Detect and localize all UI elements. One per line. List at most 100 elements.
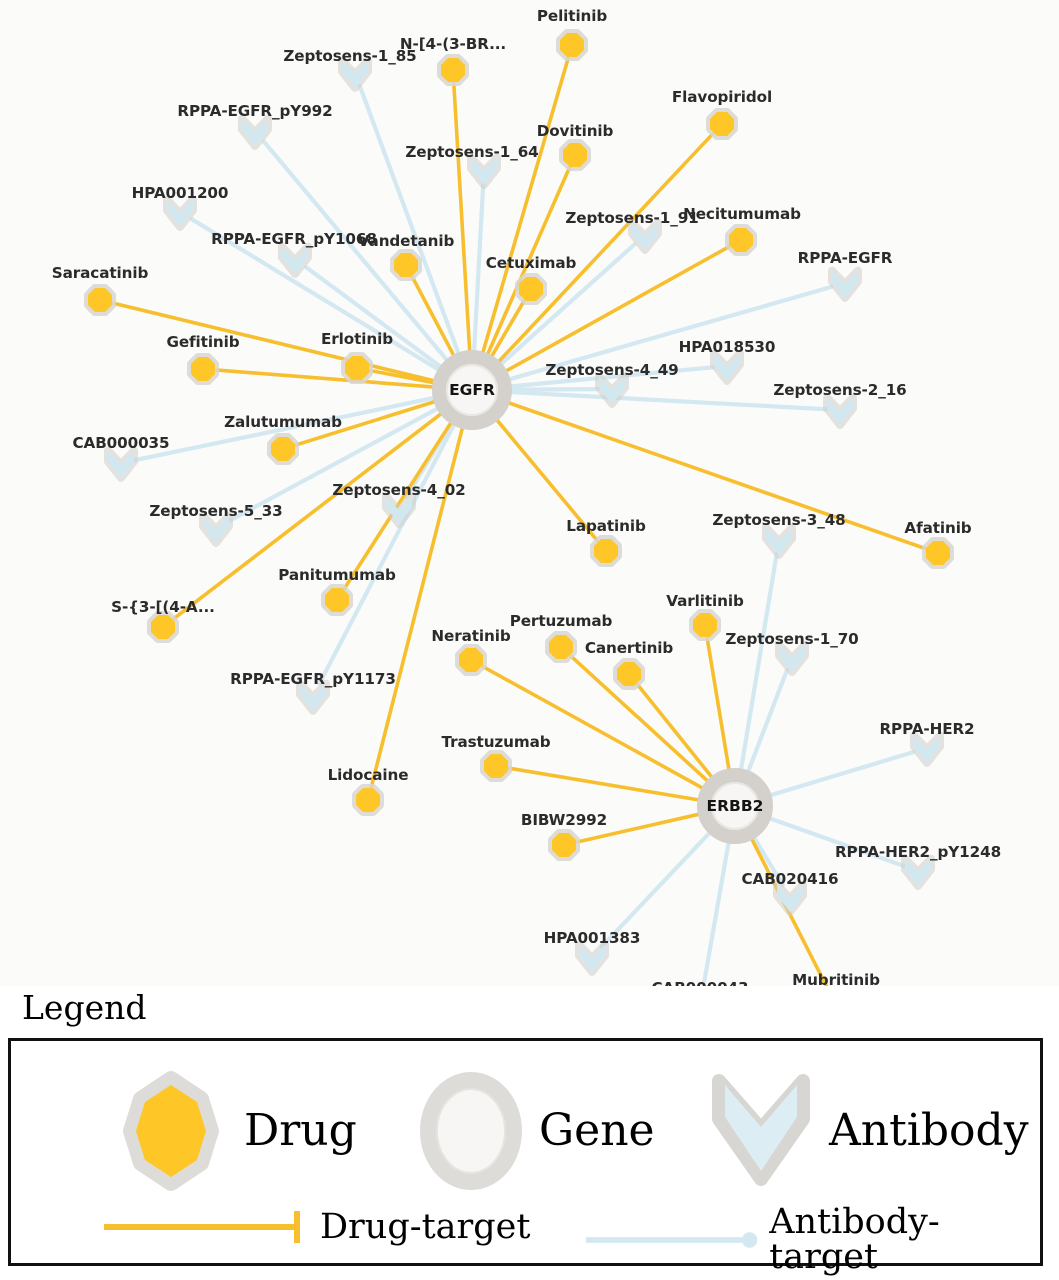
antibody-target-edge[interactable]	[226, 404, 443, 524]
legend-panel: Legend Drug Gene	[0, 986, 1059, 1280]
drug-target-edge[interactable]	[452, 82, 472, 356]
drug-node-halo	[590, 535, 622, 567]
drug-node[interactable]	[190, 356, 216, 382]
antibody-target-edge[interactable]	[317, 419, 458, 686]
legend-box: Drug Gene Antibody	[8, 1038, 1043, 1275]
drug-node[interactable]	[559, 32, 585, 58]
drug-node-halo	[455, 644, 487, 676]
antibody-target-edge[interactable]	[599, 828, 714, 949]
drug-node[interactable]	[483, 753, 509, 779]
drug-target-edge[interactable]	[410, 275, 457, 360]
drug-node[interactable]	[709, 111, 735, 137]
drug-target-edge[interactable]	[488, 299, 526, 361]
antibody-node[interactable]	[714, 353, 740, 381]
drug-target-edge[interactable]	[484, 166, 572, 359]
drug-target-edge[interactable]	[635, 683, 716, 782]
drug-target-edge[interactable]	[215, 368, 438, 389]
drug-node[interactable]	[548, 634, 574, 660]
antibody-node[interactable]	[832, 270, 858, 298]
drug-node[interactable]	[270, 436, 296, 462]
antibody-node[interactable]	[342, 60, 368, 88]
drug-target-edge[interactable]	[481, 664, 708, 792]
antibody-node[interactable]	[914, 735, 940, 763]
antibody-target-edge[interactable]	[738, 551, 779, 775]
drug-node[interactable]	[344, 355, 370, 381]
antibody-node[interactable]	[599, 376, 625, 404]
antibody-target-edge[interactable]	[357, 84, 462, 359]
drug-target-edge[interactable]	[480, 56, 570, 358]
antibody-target-edge[interactable]	[189, 217, 444, 374]
drug-node[interactable]	[616, 661, 642, 687]
legend-title: Legend	[22, 988, 147, 1027]
antibody-target-edge[interactable]	[304, 265, 446, 371]
antibody-node[interactable]	[471, 157, 497, 185]
legend-label-gene: Gene	[539, 1105, 655, 1156]
drug-node[interactable]	[728, 227, 754, 253]
antibody-node[interactable]	[827, 397, 853, 425]
antibody-node[interactable]	[203, 515, 229, 543]
antibody-node[interactable]	[282, 246, 308, 274]
nodes-layer	[84, 29, 954, 1000]
antibody-target-edge[interactable]	[504, 284, 834, 383]
drug-node[interactable]	[458, 647, 484, 673]
antibody-target-edge[interactable]	[745, 667, 790, 777]
drug-node[interactable]	[692, 612, 718, 638]
antibody-target-edge[interactable]	[505, 389, 829, 412]
antibody-target-edge[interactable]	[132, 395, 439, 463]
antibody-node[interactable]	[386, 496, 412, 524]
drug-node[interactable]	[593, 538, 619, 564]
drug-node[interactable]	[562, 142, 588, 168]
network-graph-svg[interactable]	[0, 0, 1059, 1000]
drug-target-edge[interactable]	[569, 654, 712, 785]
drug-target-edge[interactable]	[705, 637, 732, 775]
drug-node[interactable]	[440, 57, 466, 83]
antibody-node[interactable]	[632, 222, 658, 250]
legend-label-drug: Drug	[244, 1105, 357, 1156]
antibody-node[interactable]	[779, 644, 805, 672]
drug-target-edge[interactable]	[504, 400, 927, 551]
antibody-node[interactable]	[108, 450, 134, 478]
antibody-target-edge[interactable]	[764, 815, 907, 869]
antibody-target-edge[interactable]	[496, 242, 637, 369]
antibody-target-edge[interactable]	[765, 749, 916, 799]
edges-layer	[111, 56, 927, 995]
antibody-target-edge[interactable]	[505, 365, 716, 389]
antibody-target-edge[interactable]	[261, 139, 451, 365]
antibody-target-edge[interactable]	[505, 387, 601, 392]
drug-target-edge[interactable]	[369, 423, 465, 789]
drug-node[interactable]	[324, 587, 350, 613]
drug-target-edge[interactable]	[111, 301, 439, 384]
drug-target-edge[interactable]	[494, 132, 715, 366]
antibody-target-edge[interactable]	[750, 832, 785, 888]
drug-node[interactable]	[355, 787, 381, 813]
drug-node[interactable]	[87, 287, 113, 313]
antibody-target-edge[interactable]	[700, 837, 732, 995]
drug-target-edge[interactable]	[368, 368, 439, 386]
antibody-node[interactable]	[777, 884, 803, 912]
antibody-node[interactable]	[167, 199, 193, 227]
antibody-target-edge[interactable]	[471, 181, 486, 357]
drug-node[interactable]	[518, 276, 544, 302]
drug-node[interactable]	[393, 252, 419, 278]
drug-node[interactable]	[150, 614, 176, 640]
network-canvas[interactable]: Zeptosens-1_85 RPPA-EGFR_pY992 Zeptosens-1…	[0, 0, 1059, 1000]
drug-target-edge[interactable]	[493, 415, 599, 543]
drug-node-halo	[267, 433, 299, 465]
antibody-node[interactable]	[905, 858, 931, 886]
drug-target-edge[interactable]	[294, 398, 440, 447]
drug-node[interactable]	[925, 540, 951, 566]
drug-target-edge[interactable]	[575, 811, 704, 844]
drug-target-edge[interactable]	[172, 410, 446, 621]
gene-node-core	[711, 782, 759, 830]
gene-node-label-erbb2: ERBB2	[706, 797, 764, 815]
antibody-node[interactable]	[242, 118, 268, 146]
antibody-node[interactable]	[579, 944, 605, 972]
drug-target-edge[interactable]	[501, 245, 731, 375]
drug-node[interactable]	[551, 832, 577, 858]
drug-target-edge[interactable]	[508, 766, 704, 803]
gene-node-label-egfr: EGFR	[449, 381, 495, 399]
antibody-node[interactable]	[300, 683, 326, 711]
antibody-node[interactable]	[766, 527, 792, 555]
drug-target-edge-icon	[104, 1211, 300, 1243]
